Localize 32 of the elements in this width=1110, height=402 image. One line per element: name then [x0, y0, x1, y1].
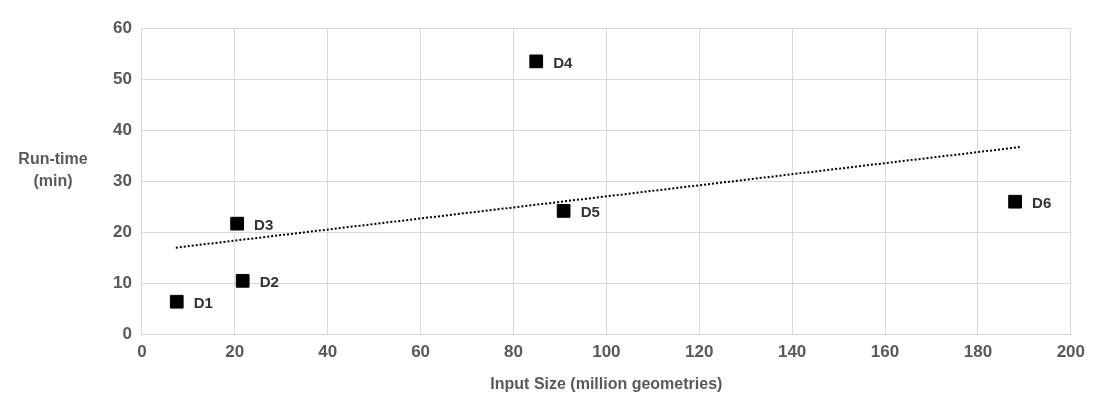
x-tick-label: 20 [225, 342, 245, 362]
y-axis-title: Run-time (min) [17, 149, 89, 191]
annotation: D4 [553, 53, 574, 71]
annotation: D2 [259, 272, 279, 290]
x-tick-label: 200 [1056, 342, 1086, 362]
annotation: D5 [580, 203, 600, 221]
point [230, 216, 244, 231]
point [1008, 194, 1022, 209]
annotation: D1 [193, 293, 213, 311]
y-tick-label: 50 [112, 68, 132, 88]
point [169, 294, 184, 309]
x-tick-label: 160 [870, 342, 900, 362]
y-tick-label: 60 [112, 17, 132, 37]
x-tick-label: 140 [777, 342, 807, 362]
x-tick-label: 0 [137, 342, 147, 362]
x-tick-label: 100 [592, 342, 621, 362]
x-tick-label: 180 [963, 342, 993, 362]
point [529, 54, 544, 69]
y-tick-label: 40 [112, 119, 132, 139]
x-tick-label: 120 [685, 342, 714, 362]
annotation: D6 [1032, 193, 1052, 211]
point [556, 204, 571, 218]
y-tick-label: 20 [112, 222, 132, 242]
y-tick-label: 30 [112, 170, 132, 190]
x-tick-label: 60 [411, 342, 431, 362]
point [235, 273, 250, 288]
y-tick-label: 10 [112, 273, 132, 293]
x-axis-title: Input Size (million geometries) [490, 374, 723, 392]
x-tick-label: 40 [318, 342, 338, 362]
y-tick-label: 0 [122, 324, 132, 344]
annotation: D3 [254, 215, 274, 233]
x-tick-label: 80 [504, 342, 523, 362]
